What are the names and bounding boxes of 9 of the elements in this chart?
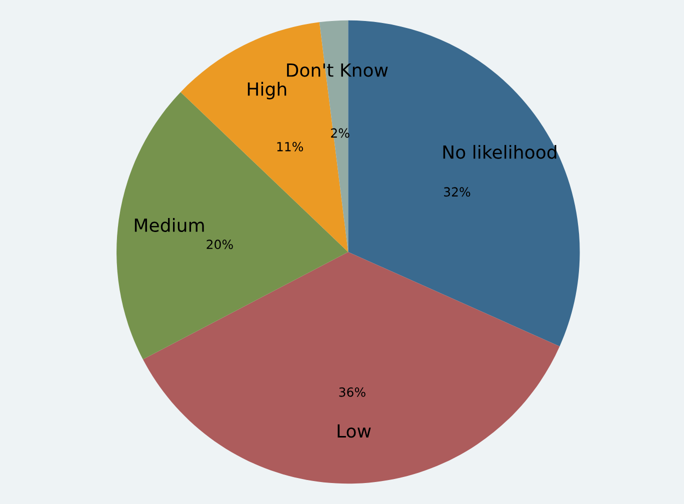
slice-label: Medium [134, 218, 204, 232]
data-label: 20% [206, 240, 233, 250]
slice-label: High [248, 82, 286, 100]
data-label: 36% [339, 387, 366, 397]
data-label: 32% [444, 187, 470, 197]
pie-slice [142, 252, 560, 484]
data-label: 11% [277, 142, 304, 152]
slice-label: Low [338, 424, 371, 438]
slice-label: No likelihood [443, 144, 556, 159]
